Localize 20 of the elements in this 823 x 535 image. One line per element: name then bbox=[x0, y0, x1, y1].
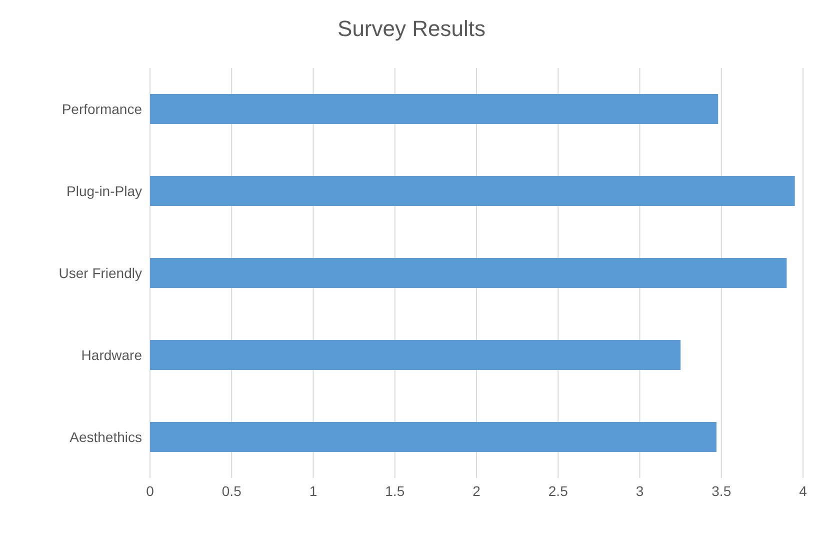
y-tick-label: Hardware bbox=[81, 346, 142, 363]
x-tick-label: 0.5 bbox=[222, 482, 242, 499]
x-tick-label: 0 bbox=[146, 482, 154, 499]
bar bbox=[150, 258, 787, 288]
x-tick-label: 2 bbox=[472, 482, 481, 499]
x-tick-label: 4 bbox=[799, 482, 808, 499]
bar bbox=[150, 340, 681, 370]
x-tick-label: 2.5 bbox=[548, 482, 568, 499]
y-tick-label: Plug-in-Play bbox=[66, 182, 142, 199]
y-tick-label: User Friendly bbox=[58, 264, 142, 281]
x-tick-label: 3.5 bbox=[712, 482, 732, 499]
x-tick-label: 3 bbox=[636, 482, 644, 499]
chart-title: Survey Results bbox=[336, 16, 486, 43]
x-tick-label: 1 bbox=[309, 482, 318, 499]
y-tick-label: Performance bbox=[62, 100, 142, 117]
bar bbox=[150, 94, 718, 124]
x-tick-label: 1.5 bbox=[385, 482, 405, 499]
bar bbox=[150, 176, 795, 206]
y-tick-label: Aesthethics bbox=[70, 428, 142, 445]
bar bbox=[150, 422, 716, 452]
